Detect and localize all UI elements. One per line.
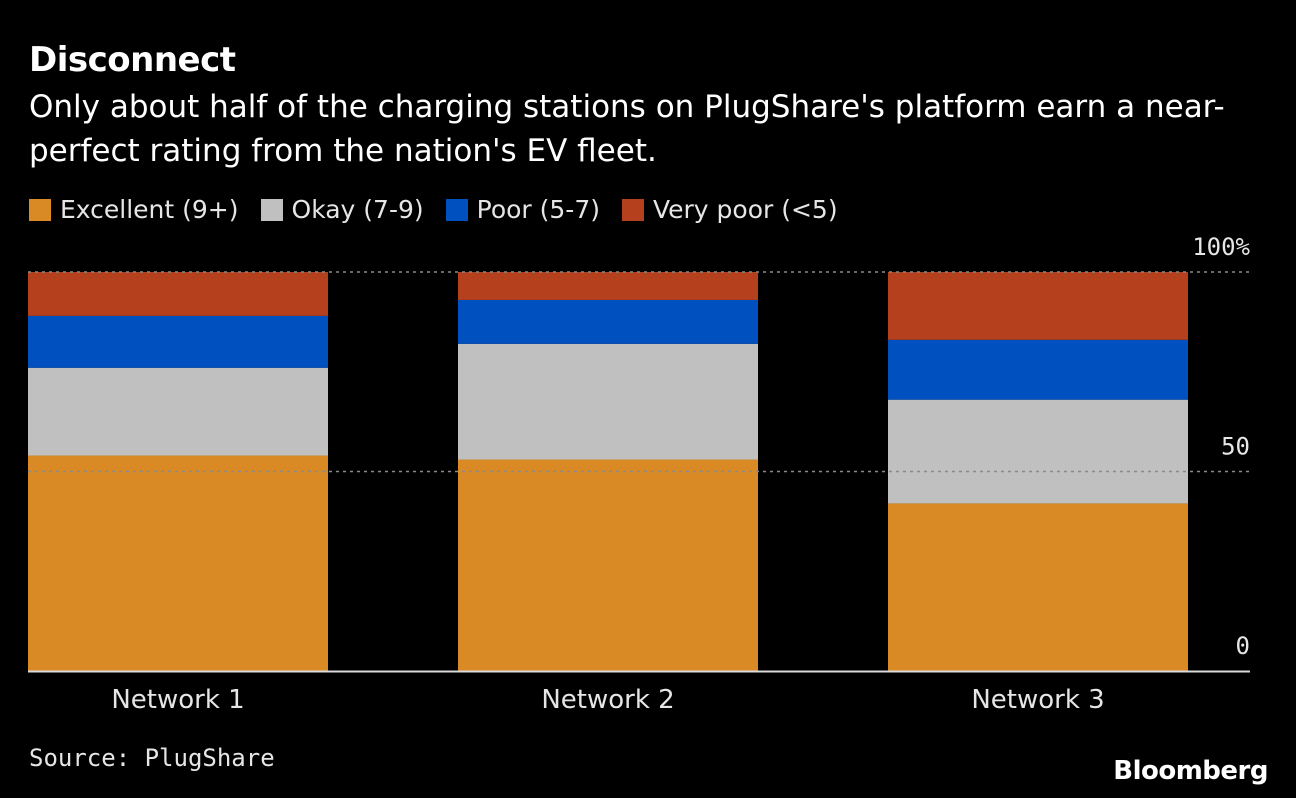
bar-1-very-poor-5 <box>28 272 328 316</box>
bloomberg-logo: Bloomberg <box>1113 756 1268 786</box>
bar-3-very-poor-5 <box>888 272 1188 340</box>
legend-swatch-excellent <box>29 198 51 221</box>
bar-3-excellent-9 <box>888 503 1188 671</box>
legend: Excellent (9+) Okay (7-9) Poor (5-7) Ver… <box>29 195 860 224</box>
source-note: Source: PlugShare <box>29 744 275 772</box>
x-tick-label-2: Network 2 <box>541 685 674 715</box>
legend-swatch-poor <box>445 198 468 221</box>
bar-2-very-poor-5 <box>458 272 758 300</box>
bar-3-okay-7-9 <box>888 399 1188 504</box>
bar-1-poor-5-7 <box>28 315 328 368</box>
y-tick-label-50: 50 <box>1221 433 1250 461</box>
bar-1-okay-7-9 <box>28 367 328 456</box>
y-tick-label-0: 0 <box>1236 632 1250 660</box>
legend-item-very-poor: Very poor (<5) <box>621 195 838 224</box>
y-tick-label-100: 100% <box>1192 233 1250 261</box>
chart-subtitle: Only about half of the charging stations… <box>29 89 1225 169</box>
bar-2-okay-7-9 <box>458 343 758 460</box>
x-tick-label-3: Network 3 <box>971 685 1104 715</box>
legend-swatch-okay <box>260 198 283 221</box>
legend-item-excellent: Excellent (9+) <box>29 195 239 224</box>
legend-item-poor: Poor (5-7) <box>445 195 600 224</box>
legend-label-excellent: Excellent (9+) <box>60 195 239 224</box>
bar-3-poor-5-7 <box>888 339 1188 400</box>
legend-label-poor: Poor (5-7) <box>476 195 600 224</box>
legend-label-very-poor: Very poor (<5) <box>652 195 838 224</box>
legend-item-okay: Okay (7-9) <box>260 195 424 224</box>
x-tick-label-1: Network 1 <box>111 685 244 715</box>
legend-label-okay: Okay (7-9) <box>291 195 424 224</box>
chart-title: Disconnect <box>29 40 236 80</box>
bar-2-excellent-9 <box>458 459 758 671</box>
bar-1-excellent-9 <box>28 455 328 671</box>
bar-2-poor-5-7 <box>458 299 758 344</box>
legend-swatch-very-poor <box>621 198 644 221</box>
